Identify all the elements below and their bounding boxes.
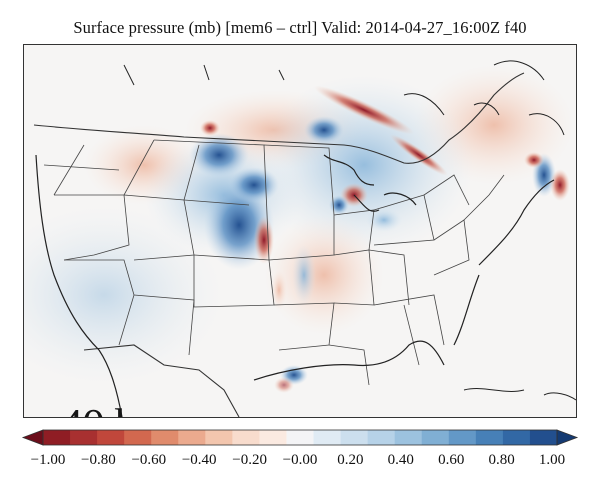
colorbar-cell: [475, 430, 504, 445]
country-borders: [33, 72, 525, 417]
colorbar-cell: [421, 430, 450, 445]
colorbar-tick-label: 1.00: [538, 452, 566, 468]
colorbar-cell: [448, 430, 477, 445]
colorbar-tick-label: −0.60: [131, 452, 167, 468]
colorbar-min-extension: [21, 429, 44, 446]
colorbar-tick-label: 0.40: [387, 452, 414, 468]
colorbar-cell: [286, 430, 315, 445]
colorbar-tick-label: −0.40: [181, 452, 217, 468]
lakes-and-islands: [123, 60, 576, 401]
colorbar-cell: [394, 430, 423, 445]
colorbar-cell: [124, 430, 152, 445]
colorbar-cell: [259, 430, 287, 445]
colorbar-tick-label: 0.60: [438, 452, 465, 468]
pressure-difference-map: [24, 45, 576, 417]
colorbar-cell: [313, 430, 342, 445]
colorbar-tick-label: −0.00: [282, 452, 318, 468]
colorbar-cell: [502, 430, 531, 445]
colorbar-cell: [367, 430, 396, 445]
colorbar-frame: [42, 429, 558, 446]
colorbar: [21, 429, 579, 446]
colorbar-cell: [232, 430, 260, 445]
colorbar-cell: [205, 430, 233, 445]
colorbar-tick-label: 0.20: [337, 452, 364, 468]
colorbar-tick-label: −0.80: [81, 452, 116, 468]
forecast-hour-label: 40 hr: [60, 402, 152, 418]
coastlines: [35, 154, 555, 417]
colorbar-cell: [43, 430, 71, 445]
colorbar-tick-label: −0.20: [232, 452, 267, 468]
colorbar-tick-label: 0.80: [488, 452, 515, 468]
colorbar-cell: [70, 430, 98, 445]
colorbar-cell: [340, 430, 369, 445]
colorbar-cell: [529, 430, 558, 445]
plot-title: Surface pressure (mb) [mem6 – ctrl] Vali…: [73, 18, 527, 37]
colorbar-cell: [97, 430, 125, 445]
colorbar-max-extension: [556, 429, 579, 446]
state-borders: [43, 139, 505, 386]
colorbar-cells: [43, 430, 558, 445]
colorbar-cell: [151, 430, 179, 445]
colorbar-tick-label: −1.00: [30, 452, 66, 468]
map-panel: 40 hr: [23, 44, 577, 418]
colorbar-cell: [178, 430, 206, 445]
